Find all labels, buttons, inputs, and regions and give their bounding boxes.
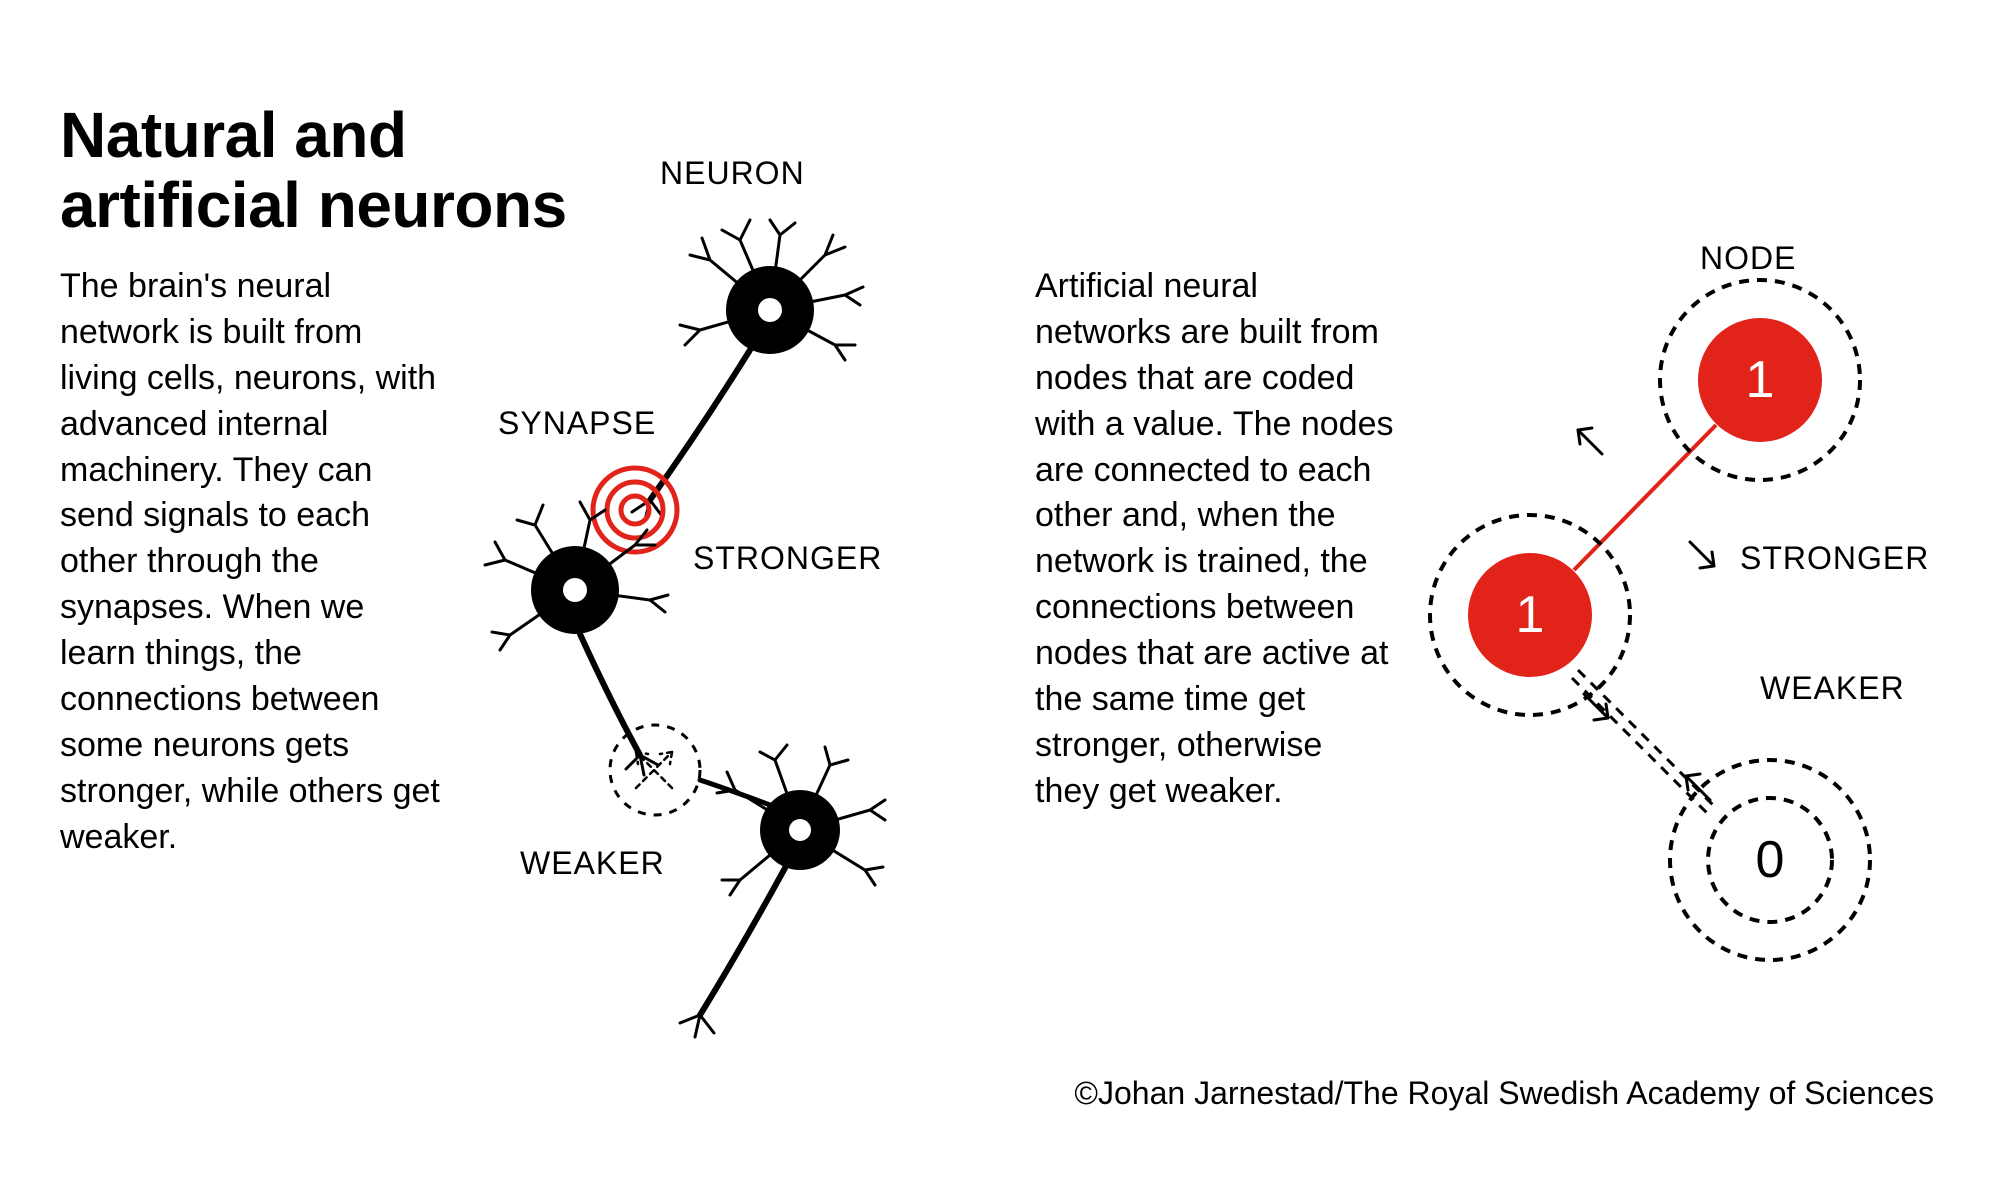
edge-weaker (1572, 670, 1718, 818)
neuron-icon (632, 220, 863, 520)
neuron-icon (485, 502, 668, 775)
neuron-icon (680, 745, 885, 1037)
node-value: 1 (1516, 586, 1545, 644)
artificial-nodes-diagram: 1 1 0 (1400, 240, 1920, 1000)
node-icon: 1 (1430, 515, 1630, 715)
node-value: 1 (1746, 351, 1775, 409)
node-icon: 1 (1660, 280, 1860, 480)
node-value: 0 (1756, 831, 1785, 889)
artificial-description: Artificial neural networks are built fro… (1035, 264, 1395, 815)
natural-neurons-diagram (420, 150, 980, 1070)
natural-description: The brain's neural network is built from… (60, 264, 440, 861)
weaker-synapse-icon (610, 725, 700, 815)
image-credit: ©Johan Jarnestad/The Royal Swedish Acade… (1074, 1075, 1934, 1112)
